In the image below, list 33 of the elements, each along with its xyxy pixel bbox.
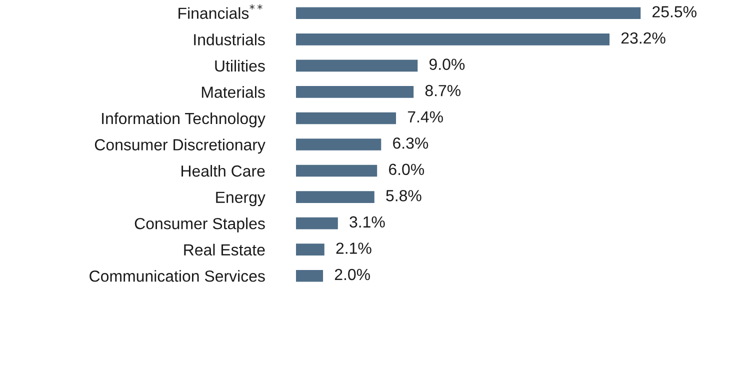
bar xyxy=(296,270,324,282)
bar xyxy=(296,34,610,46)
bar xyxy=(296,191,374,203)
y-tick-label: Materials xyxy=(202,86,265,98)
data-label: 7.4% xyxy=(408,111,443,122)
data-label: 3.1% xyxy=(350,216,385,228)
y-tick-label: Information Technology xyxy=(102,112,266,128)
data-label: 2.0% xyxy=(334,268,370,280)
data-label: 6.0% xyxy=(389,164,424,176)
data-label: 5.8% xyxy=(386,190,422,202)
y-tick-label: Energy xyxy=(216,192,266,206)
bar xyxy=(296,112,396,124)
bar xyxy=(296,138,382,150)
data-label: 8.7% xyxy=(425,84,461,96)
bar xyxy=(296,164,378,177)
bar xyxy=(296,244,324,256)
y-tick-label: Consumer Discretionary xyxy=(94,138,266,154)
data-label: 6.3% xyxy=(393,137,428,149)
bar xyxy=(296,217,338,230)
data-label: 23.2% xyxy=(621,32,666,44)
y-tick-label: Real Estate xyxy=(184,244,265,256)
y-tick-label: Financials$^{**}$ xyxy=(178,4,262,19)
data-label: 25.5% xyxy=(652,6,696,18)
data-label: 9.0% xyxy=(429,58,465,70)
data-label: 2.1% xyxy=(336,242,372,254)
bar xyxy=(296,60,418,72)
y-tick-label: Utilities xyxy=(215,60,265,72)
y-tick-label: Consumer Staples xyxy=(134,218,265,232)
y-tick-label: Health Care xyxy=(182,164,265,177)
y-tick-label: Communication Services xyxy=(90,270,265,282)
y-tick-label: Industrials xyxy=(194,34,265,46)
bar xyxy=(296,7,641,20)
bar xyxy=(296,86,414,98)
